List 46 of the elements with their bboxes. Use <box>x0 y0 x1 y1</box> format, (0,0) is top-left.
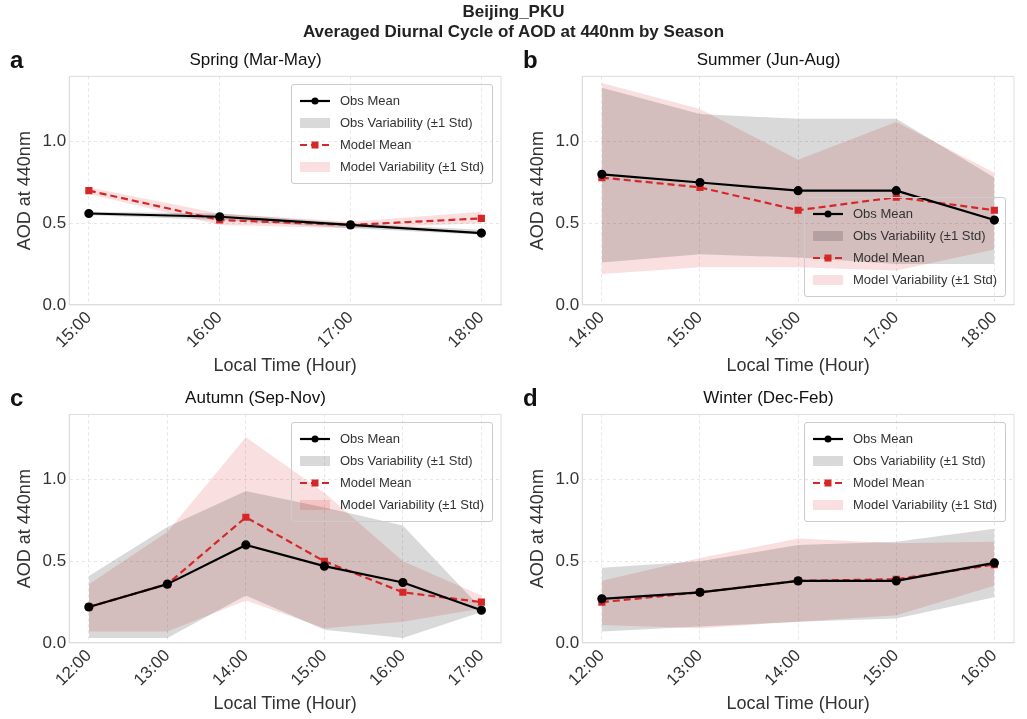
chart-title: Autumn (Sep-Nov) <box>185 387 326 407</box>
legend-label: Model Mean <box>340 474 412 493</box>
y-tick-label: 0.0 <box>42 632 67 652</box>
text: c <box>10 384 24 412</box>
y-tick-label: 0.5 <box>555 212 580 232</box>
y-tick-label: 0.5 <box>42 550 67 570</box>
y-tick-label: 1.0 <box>555 469 580 489</box>
y-tick-label: 0.0 <box>555 632 580 652</box>
text: Averaged Diurnal Cycle of AOD at 440nm by Season <box>301 22 725 42</box>
y-tick-label: 0.5 <box>42 212 67 232</box>
text: a <box>10 46 24 74</box>
annotation: Model Variability (±1 Std) <box>340 496 485 515</box>
y-tick-label: 0.5 <box>555 550 580 570</box>
y-axis-title: AOD at 440nm <box>526 469 547 589</box>
x-axis-title: Local Time (Hour) <box>213 693 357 714</box>
annotation: Obs Variability (±1 Std) <box>340 114 473 133</box>
chart-title: Winter (Dec-Feb) <box>703 387 834 407</box>
annotation: Obs Variability (±1 Std) <box>340 452 473 471</box>
x-axis-title: Local Time (Hour) <box>213 355 357 376</box>
chart-title: Spring (Mar-May) <box>189 49 322 69</box>
y-tick-label: 1.0 <box>42 469 67 489</box>
legend-label: Model Mean <box>853 248 925 267</box>
y-axis-title: AOD at 440nm <box>13 131 34 251</box>
chart-title: Summer (Jun-Aug) <box>696 49 841 69</box>
legend-label: Obs Mean <box>340 92 400 111</box>
legend-label: Obs Mean <box>340 430 400 449</box>
annotation: Obs Variability (±1 Std) <box>853 226 986 245</box>
legend-label: Obs Mean <box>853 430 913 449</box>
y-axis-title: AOD at 440nm <box>526 131 547 251</box>
y-tick-label: 0.0 <box>42 294 67 314</box>
text: d <box>523 384 538 412</box>
legend-label: Model Mean <box>853 474 925 493</box>
y-tick-label: 0.0 <box>555 294 580 314</box>
text: Beijing_PKU <box>461 2 566 22</box>
annotation: Model Variability (±1 Std) <box>853 270 998 289</box>
y-axis-title: AOD at 440nm <box>13 469 34 589</box>
y-tick-label: 1.0 <box>555 131 580 151</box>
legend-label: Obs Mean <box>853 204 913 223</box>
annotation: Obs Variability (±1 Std) <box>853 452 986 471</box>
annotation: Model Variability (±1 Std) <box>853 496 998 515</box>
annotation: Model Variability (±1 Std) <box>340 158 485 177</box>
y-tick-label: 1.0 <box>42 131 67 151</box>
legend-label: Model Mean <box>340 136 412 155</box>
text: b <box>523 46 538 74</box>
x-axis-title: Local Time (Hour) <box>726 693 870 714</box>
x-axis-title: Local Time (Hour) <box>726 355 870 376</box>
